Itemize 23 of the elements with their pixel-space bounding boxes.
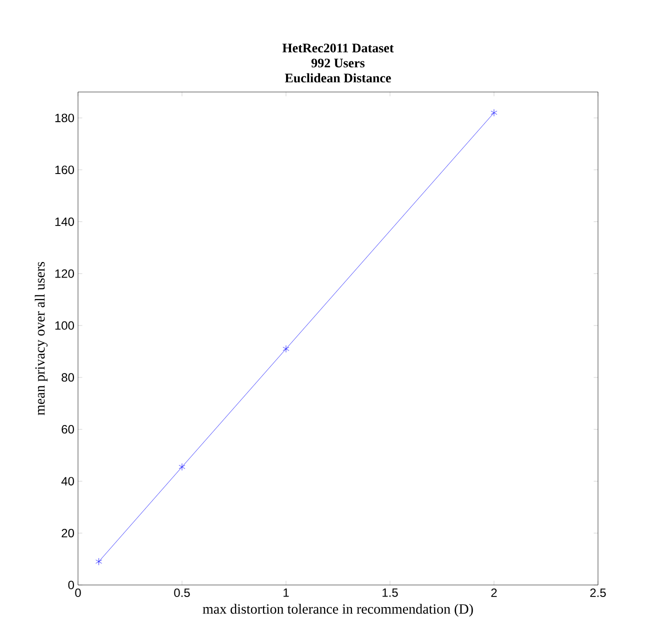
y-tick-label: 120 [55,269,74,278]
x-tick-label: 2.5 [590,588,606,598]
y-tick-label: 0 [68,580,74,590]
x-tick-label: 1 [284,588,289,597]
y-tick-label: 180 [55,114,74,122]
chart-title: HetRec2011 Dataset 992 Users Euclidean Distance [282,44,394,82]
y-axis-title: mean privacy over all users [34,262,48,416]
y-tick-label: 100 [55,321,74,330]
y-tick-label: 40 [61,476,74,486]
point [282,345,290,353]
point [96,558,102,566]
point [178,463,186,471]
y-tick-label: 140 [55,217,74,226]
y-tick-label: 20 [62,528,74,538]
x-axis-title: max distortion tolerance in recommendation (D) [202,604,473,617]
y-tick-label: 60 [62,425,74,434]
x-tick-label: 2 [491,588,497,597]
point [490,109,498,116]
y-tick-label: 160 [55,166,74,174]
x-tick-label: 0 [75,588,81,598]
y-tick-label: 80 [62,373,74,382]
x-tick-label: 1.5 [382,588,398,597]
x-tick-label: 0.5 [174,588,190,598]
